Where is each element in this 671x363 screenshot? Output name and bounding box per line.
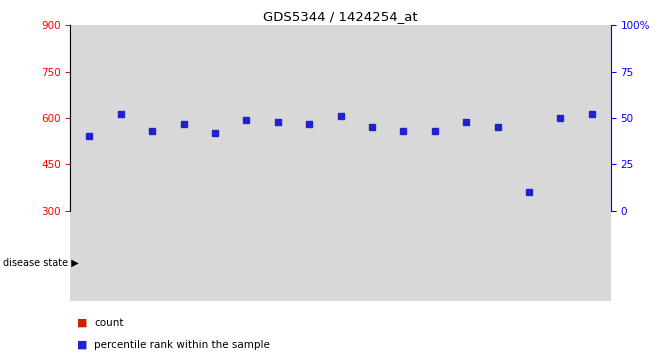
Text: streptozotocin-induced diabetic: streptozotocin-induced diabetic: [248, 257, 402, 267]
FancyBboxPatch shape: [231, 229, 419, 298]
Bar: [520, 209, 537, 211]
Bar: [426, 167, 444, 211]
Bar: [332, 73, 349, 211]
Bar: [112, 67, 130, 211]
Bar: [238, 121, 255, 211]
Bar: [458, 113, 475, 211]
Bar: [175, 159, 192, 211]
FancyBboxPatch shape: [74, 229, 231, 298]
Text: control: control: [497, 257, 530, 267]
Bar: [269, 123, 287, 211]
Bar: [583, 69, 601, 211]
Bar: [395, 161, 412, 211]
Bar: [301, 150, 318, 211]
Text: ob/ob obese: ob/ob obese: [122, 257, 182, 267]
Bar: [144, 184, 161, 211]
Bar: [206, 180, 223, 211]
FancyBboxPatch shape: [419, 229, 607, 298]
Text: ■: ■: [77, 318, 88, 328]
Text: percentile rank within the sample: percentile rank within the sample: [94, 340, 270, 350]
Text: disease state ▶: disease state ▶: [3, 258, 79, 268]
Bar: [489, 152, 506, 211]
Bar: [552, 117, 569, 211]
Text: ■: ■: [77, 340, 88, 350]
Bar: [363, 99, 380, 211]
Text: count: count: [94, 318, 123, 328]
Bar: [81, 155, 98, 211]
Title: GDS5344 / 1424254_at: GDS5344 / 1424254_at: [263, 10, 418, 23]
